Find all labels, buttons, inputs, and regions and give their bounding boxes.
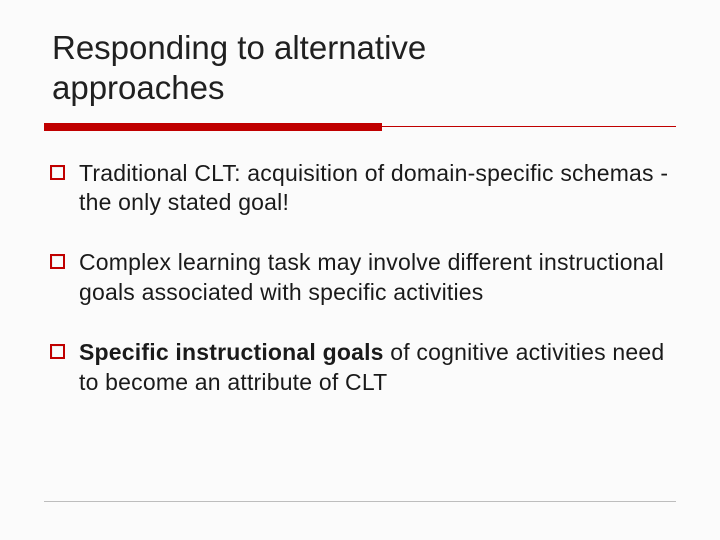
list-item-text: Complex learning task may involve differ… [79,248,670,308]
list-item: Traditional CLT: acquisition of domain-s… [50,159,670,219]
underline-thin [382,126,676,127]
footer-divider [44,501,676,502]
list-item-text: Traditional CLT: acquisition of domain-s… [79,159,670,219]
underline-thick [44,123,382,131]
title-line-2: approaches [52,69,224,106]
checkbox-icon [50,344,65,359]
title-underline [44,123,676,131]
list-item: Complex learning task may involve differ… [50,248,670,308]
checkbox-icon [50,254,65,269]
title-line-1: Responding to alternative [52,29,426,66]
bullet-list: Traditional CLT: acquisition of domain-s… [44,159,676,398]
list-item-text: Specific instructional goals of cognitiv… [79,338,670,398]
slide-title: Responding to alternative approaches [52,28,676,109]
checkbox-icon [50,165,65,180]
list-item: Specific instructional goals of cognitiv… [50,338,670,398]
